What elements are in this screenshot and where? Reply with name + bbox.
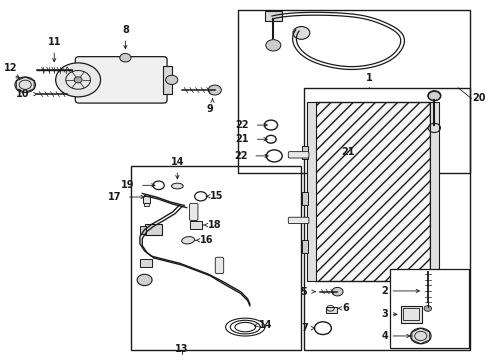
Text: 2: 2 (381, 286, 387, 296)
Text: 15: 15 (210, 191, 223, 201)
Bar (403, 308, 418, 320)
Circle shape (120, 54, 131, 62)
Text: 13: 13 (175, 345, 188, 354)
Circle shape (74, 77, 82, 83)
Bar (163, 66, 171, 94)
Text: 4: 4 (381, 331, 387, 341)
Bar (325, 307, 337, 312)
FancyBboxPatch shape (288, 217, 308, 224)
Bar (130, 166, 301, 350)
FancyBboxPatch shape (288, 152, 308, 158)
Text: 16: 16 (200, 235, 213, 245)
Text: 21: 21 (341, 147, 354, 157)
Bar (429, 102, 438, 281)
Circle shape (137, 274, 152, 285)
Text: 14: 14 (259, 320, 272, 330)
Circle shape (409, 328, 430, 344)
Text: 1: 1 (365, 72, 372, 82)
Bar (144, 224, 162, 235)
Text: 14: 14 (170, 157, 184, 167)
Bar (143, 195, 149, 203)
Bar (303, 88, 469, 350)
Text: 20: 20 (471, 94, 485, 103)
Bar (140, 226, 145, 234)
Circle shape (208, 85, 221, 95)
Text: 5: 5 (300, 287, 307, 297)
Text: 6: 6 (342, 303, 348, 313)
Circle shape (165, 75, 178, 85)
Bar (302, 192, 308, 205)
Circle shape (427, 91, 440, 100)
Ellipse shape (182, 237, 194, 244)
Text: 22: 22 (235, 120, 248, 130)
Circle shape (331, 287, 343, 296)
Text: 19: 19 (121, 180, 134, 190)
Bar (400, 306, 421, 323)
Text: 7: 7 (301, 323, 307, 333)
Circle shape (56, 63, 101, 97)
Text: 10: 10 (17, 89, 30, 99)
Text: 8: 8 (122, 25, 128, 35)
FancyBboxPatch shape (215, 257, 223, 274)
Bar (238, 10, 469, 173)
Circle shape (423, 306, 431, 311)
Text: 9: 9 (206, 104, 213, 114)
Text: 18: 18 (207, 220, 221, 230)
FancyBboxPatch shape (75, 57, 167, 103)
Bar (144, 203, 148, 206)
Bar (302, 146, 308, 159)
Text: 11: 11 (47, 37, 61, 47)
Circle shape (265, 40, 280, 51)
Bar (389, 269, 468, 348)
Bar (315, 102, 429, 281)
Ellipse shape (171, 183, 183, 189)
Text: 12: 12 (3, 63, 17, 73)
Bar (302, 240, 308, 253)
Circle shape (15, 77, 36, 93)
Text: 22: 22 (234, 151, 247, 161)
Bar (140, 259, 151, 267)
Bar (306, 102, 316, 281)
FancyBboxPatch shape (189, 203, 198, 220)
Bar (264, 10, 281, 21)
Text: 21: 21 (235, 134, 248, 144)
Text: 17: 17 (107, 192, 121, 202)
Text: 3: 3 (381, 309, 387, 319)
Bar (190, 221, 202, 229)
Circle shape (292, 27, 309, 39)
